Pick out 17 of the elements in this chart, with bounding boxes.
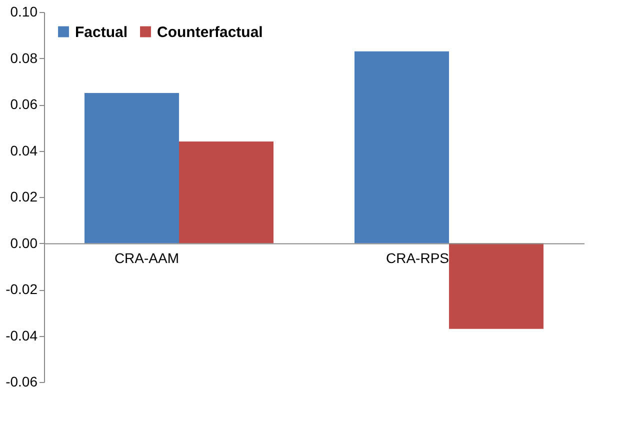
y-tick-label: 0.08 — [10, 50, 38, 66]
bar — [449, 243, 544, 329]
bar — [84, 92, 179, 244]
y-tick-label: 0.00 — [10, 234, 38, 251]
y-tick-label: 0.10 — [10, 4, 38, 20]
y-tick-label: 0.04 — [10, 142, 38, 158]
x-tick-label: CRA-AAM — [114, 250, 179, 266]
bar — [179, 142, 274, 244]
bar — [354, 51, 449, 244]
legend-label: Counterfactual — [157, 24, 263, 41]
legend-label: Factual — [75, 24, 128, 41]
y-tick-label: -0.04 — [6, 327, 38, 344]
y-tick-label: -0.06 — [6, 374, 38, 390]
y-tick-label: 0.02 — [10, 188, 38, 204]
y-tick-label: -0.02 — [6, 281, 38, 297]
x-tick-label: CRA-RPS — [386, 250, 449, 266]
y-tick-label: 0.06 — [10, 96, 38, 112]
